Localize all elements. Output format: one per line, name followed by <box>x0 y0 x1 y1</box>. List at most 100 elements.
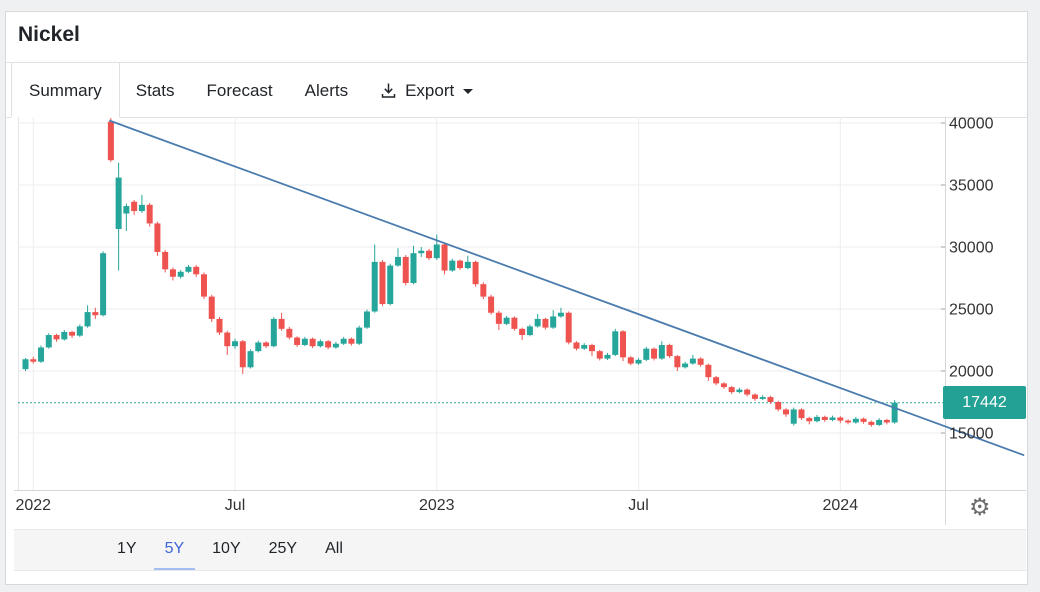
tab-label: Alerts <box>304 80 349 100</box>
candle <box>511 316 518 331</box>
candle-body <box>216 318 223 333</box>
candle <box>162 250 169 273</box>
candle <box>131 199 138 215</box>
candle <box>309 337 316 349</box>
candle-body <box>38 347 45 362</box>
candle <box>503 315 510 326</box>
candle <box>146 202 153 227</box>
gear-icon[interactable]: ⚙ <box>969 493 991 521</box>
candle <box>84 305 91 328</box>
candle <box>208 294 215 323</box>
candle <box>433 234 440 261</box>
candle <box>38 345 45 363</box>
candle-body <box>511 317 518 329</box>
candle-body <box>526 326 533 336</box>
candle-body <box>100 253 107 316</box>
candle-body <box>239 341 246 368</box>
candle-body <box>193 266 200 275</box>
candle-body <box>488 296 495 313</box>
candle <box>860 417 867 424</box>
candle <box>472 260 479 287</box>
range-button-25y[interactable]: 25Y <box>268 540 298 557</box>
candle <box>542 317 549 330</box>
candle <box>713 375 720 386</box>
candle-body <box>441 244 448 271</box>
candle-body <box>340 338 347 344</box>
candle-body <box>154 223 161 252</box>
tab-forecast[interactable]: Forecast <box>190 63 288 117</box>
candle <box>736 387 743 394</box>
caret-down-icon <box>463 88 474 94</box>
candle-body <box>581 344 588 349</box>
tab-export[interactable]: Export <box>364 63 489 117</box>
tab-stats[interactable]: Stats <box>120 63 191 117</box>
chart-area: 40000 35000 30000 25000 20000 15000 17442 <box>14 117 1026 491</box>
candle <box>837 416 844 424</box>
candle <box>612 328 619 357</box>
candle <box>775 400 782 412</box>
candle-body <box>612 331 619 355</box>
candle <box>814 415 821 423</box>
tab-summary[interactable]: Summary <box>11 63 120 118</box>
candle-body <box>332 343 339 348</box>
x-axis-label: Jul <box>224 497 246 514</box>
candle-body <box>449 260 456 271</box>
candle <box>596 349 603 361</box>
x-axis-label: 2024 <box>822 497 859 514</box>
candle-body <box>348 338 355 344</box>
range-button-5y[interactable]: 5Y <box>153 530 196 570</box>
candle-body <box>550 316 557 328</box>
range-button-10y[interactable]: 10Y <box>212 540 241 557</box>
candle <box>123 203 130 231</box>
candle-body <box>138 204 145 212</box>
candle-body <box>845 420 852 423</box>
candle-body <box>782 409 789 415</box>
candle <box>876 418 883 427</box>
range-selector-toolbar: 1Y 5Y 10Y 25Y All <box>14 529 1026 571</box>
tab-alerts[interactable]: Alerts <box>289 63 364 117</box>
candle-body <box>588 344 595 352</box>
candle-body <box>814 416 821 422</box>
candle-body <box>472 261 479 285</box>
candle-body <box>169 269 176 277</box>
candle <box>651 347 658 361</box>
candle <box>363 309 370 329</box>
candle <box>883 418 890 425</box>
candle <box>53 333 60 342</box>
candle-body <box>270 318 277 347</box>
price-chart-canvas[interactable]: 40000 35000 30000 25000 20000 15000 <box>14 117 1026 491</box>
candle-body <box>860 418 867 422</box>
card-header: Nickel <box>6 12 1027 63</box>
candle-body <box>356 327 363 344</box>
candle <box>76 324 83 337</box>
candle <box>107 118 114 163</box>
candle <box>247 349 254 369</box>
candle-body <box>705 364 712 378</box>
candle <box>92 307 99 319</box>
candle-body <box>379 261 386 305</box>
candle-body <box>45 335 52 348</box>
candle <box>674 354 681 371</box>
candle <box>418 247 425 257</box>
candle <box>689 354 696 365</box>
candle <box>480 282 487 300</box>
candle <box>255 340 262 353</box>
candle-body <box>92 312 99 316</box>
candle <box>325 340 332 350</box>
tab-bar: Summary Stats Forecast Alerts Export <box>6 63 1027 118</box>
candle <box>270 317 277 348</box>
x-axis-row: ⚙ 2022 Jul 2023 Jul 2024 <box>14 491 1026 529</box>
candle-body <box>713 377 720 384</box>
candle-body <box>658 344 665 359</box>
candle-body <box>200 274 207 297</box>
range-button-all[interactable]: All <box>325 540 343 557</box>
candle-body <box>317 341 324 347</box>
range-button-1y[interactable]: 1Y <box>117 540 137 557</box>
candle-body <box>666 344 673 357</box>
candle-body <box>301 338 308 345</box>
candle-body <box>519 328 526 336</box>
y-axis-label: 35000 <box>949 178 994 195</box>
candle <box>891 400 898 424</box>
candle-body <box>596 351 603 359</box>
candle <box>332 341 339 349</box>
